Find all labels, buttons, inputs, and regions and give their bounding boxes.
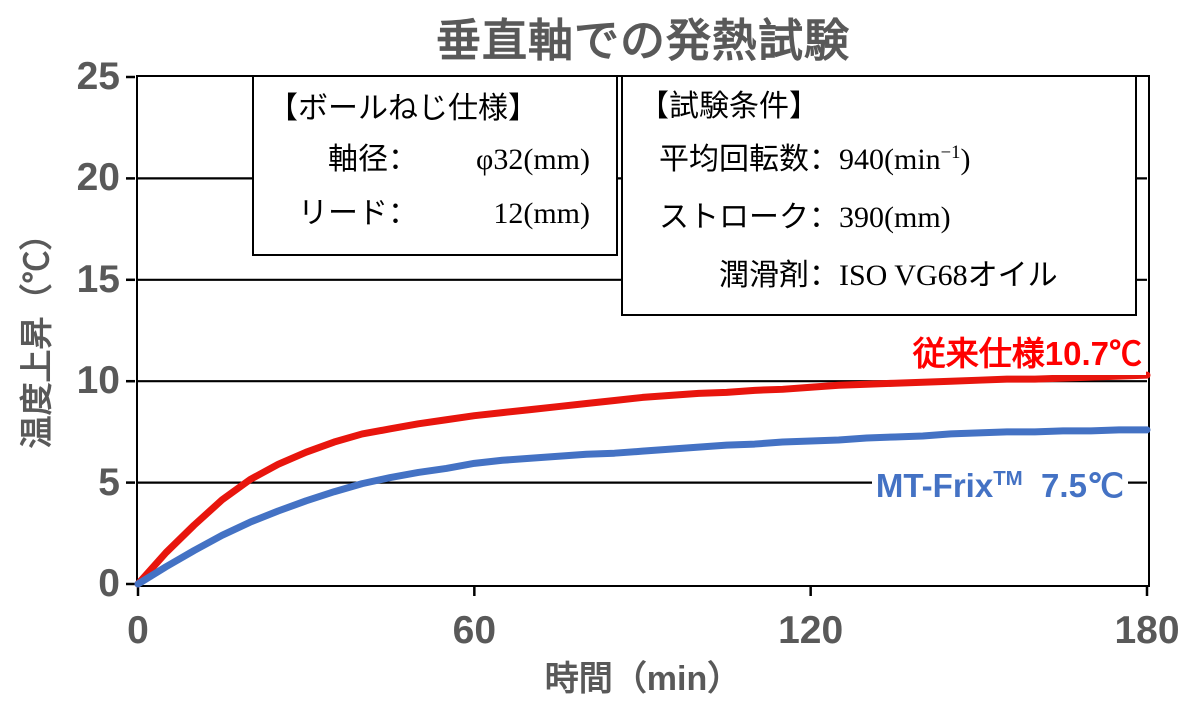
mtfrix-series-line: [134, 426, 1151, 588]
lubricant-row: 潤滑剤： ISO VG68オイル: [639, 247, 1125, 305]
lubricant-value: ISO VG68オイル: [839, 259, 1058, 292]
mtfrix-series-label: MT-FrixTM 7.5℃: [871, 466, 1128, 505]
y-tick-label: 20: [76, 156, 120, 200]
rotation-speed-value-suffix: ): [960, 143, 971, 176]
shaft-diameter-label: 軸径：: [328, 143, 418, 176]
x-tick-label: 120: [778, 609, 844, 652]
conventional-series-label: 従来仕様10.7℃: [908, 327, 1146, 375]
mtfrix-value: 7.5℃: [1022, 467, 1124, 504]
lead-label: リード：: [298, 197, 418, 230]
y-tick-label: 5: [98, 460, 120, 504]
rotation-speed-label: 平均回転数：: [659, 143, 839, 176]
y-tick-label: 15: [76, 257, 120, 301]
trademark-superscript: TM: [993, 467, 1023, 490]
y-tick-label: 25: [76, 55, 120, 98]
shaft-diameter-value: φ32(mm): [476, 143, 590, 176]
mtfrix-name: MT-Frix: [875, 467, 994, 504]
conventional-series-line: [134, 371, 1151, 588]
lead-row: リード： 12(mm): [268, 187, 604, 241]
stroke-label: ストローク：: [659, 201, 839, 234]
shaft-diameter-row: 軸径： φ32(mm): [268, 133, 604, 187]
test-conditions-box-title: 【試験条件】: [639, 90, 819, 123]
ball-screw-spec-box: 【ボールねじ仕様】 軸径： φ32(mm) リード： 12(mm): [252, 75, 618, 256]
x-tick-label: 0: [127, 609, 149, 652]
chart-title: 垂直軸での発熱試験: [435, 15, 850, 66]
y-tick-label: 10: [76, 359, 120, 403]
rotation-speed-row: 平均回転数： 940(min−1): [639, 131, 1125, 189]
x-tick-label: 180: [1114, 609, 1180, 652]
y-tick-label: 0: [98, 562, 120, 605]
x-axis-title: 時間（min）: [544, 660, 742, 698]
test-conditions-box: 【試験条件】 平均回転数： 940(min−1) ストローク： 390(mm) …: [621, 75, 1137, 316]
lead-value: 12(mm): [493, 197, 590, 230]
rotation-speed-value-main: 940(min: [839, 143, 941, 176]
x-tick-label: 60: [452, 609, 497, 652]
ball-screw-box-title: 【ボールねじ仕様】: [268, 92, 538, 125]
rotation-speed-value: 940(min−1): [839, 131, 1125, 189]
stroke-row: ストローク： 390(mm): [639, 189, 1125, 247]
stroke-value: 390(mm): [839, 201, 951, 234]
rotation-speed-exponent: −1: [940, 142, 961, 163]
lubricant-label: 潤滑剤：: [719, 259, 839, 292]
